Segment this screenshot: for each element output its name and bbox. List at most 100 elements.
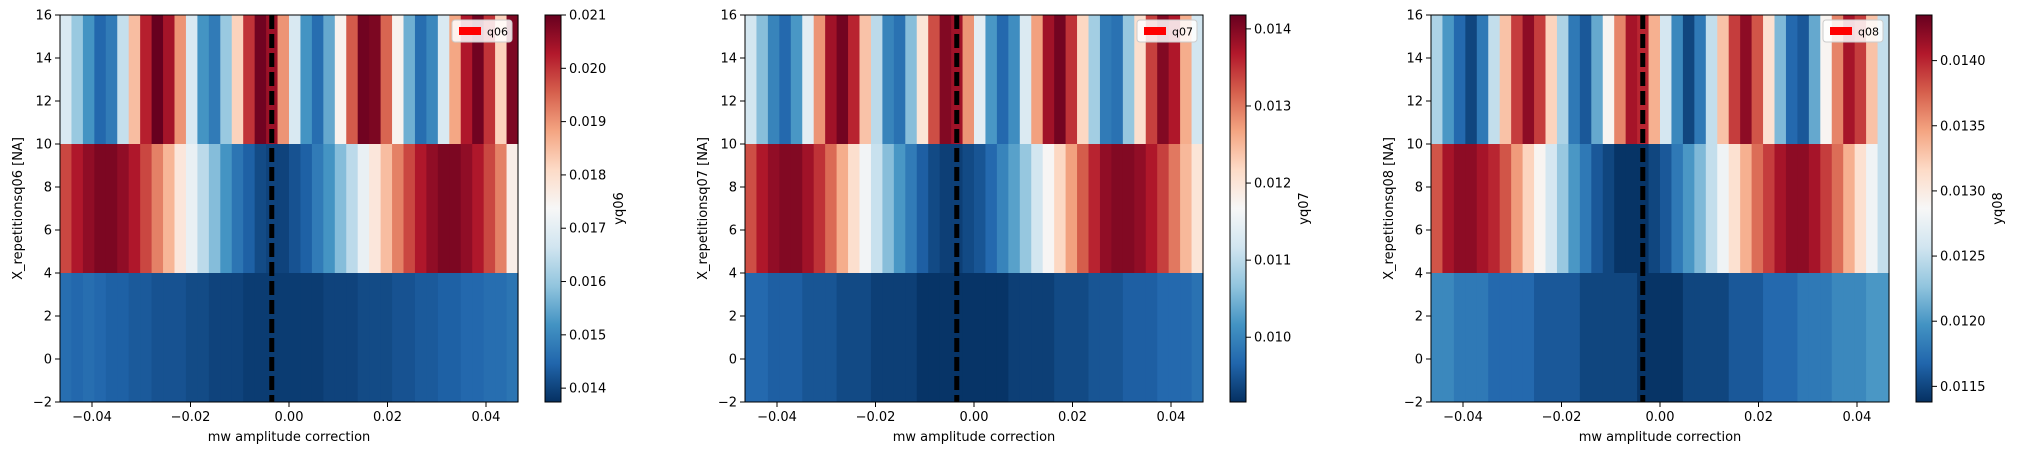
heatmap-cell [1614, 273, 1627, 402]
colorbar-tick-label: 0.016 [569, 275, 606, 290]
heatmap-cell [1866, 144, 1879, 273]
heatmap-cell [346, 273, 359, 402]
y-tick-label: 4 [1415, 267, 1423, 282]
heatmap-cell [779, 144, 792, 273]
heatmap-cell [1511, 144, 1524, 273]
heatmap-cell [756, 15, 769, 144]
heatmap-cell [1488, 273, 1501, 402]
heatmap-cell [426, 15, 439, 144]
heatmap-cells [745, 15, 1204, 402]
heatmap-cell [1808, 144, 1821, 273]
heatmap-cell [128, 15, 141, 144]
heatmap-cell [756, 273, 769, 402]
heatmap-cell [905, 144, 918, 273]
heatmap-cell [1099, 273, 1112, 402]
heatmap-cell [472, 144, 485, 273]
heatmap-cell [346, 15, 359, 144]
heatmap-cell [311, 144, 324, 273]
heatmap-cell [334, 144, 347, 273]
heatmap-cell [1111, 144, 1124, 273]
heatmap-cell [825, 15, 838, 144]
heatmap-cell [1031, 15, 1044, 144]
colorbar-tick-label: 0.014 [1254, 22, 1291, 37]
heatmap-cell [1065, 144, 1078, 273]
heatmap-cell [1191, 273, 1204, 402]
heatmap-cell [300, 144, 313, 273]
heatmap-cell [174, 273, 187, 402]
colorbar-gradient [1229, 14, 1247, 403]
heatmap-cell [1831, 15, 1844, 144]
heatmap-cell [105, 144, 118, 273]
heatmap-cell [289, 273, 302, 402]
colorbar-tick-label: 0.011 [1254, 254, 1291, 269]
heatmap-cell [334, 273, 347, 402]
heatmap-cell [483, 144, 496, 273]
x-tick-label: 0.00 [1646, 410, 1675, 425]
heatmap-cell [1774, 273, 1787, 402]
heatmap-cell [1465, 144, 1478, 273]
heatmap-cell [437, 273, 450, 402]
heatmap-cell [813, 144, 826, 273]
heatmap-cell [790, 273, 803, 402]
heatmap-cell [1088, 273, 1101, 402]
y-tick-label: 16 [35, 9, 52, 24]
heatmap-cell [1008, 273, 1021, 402]
heatmap-cell [1751, 273, 1764, 402]
heatmap-cell [277, 15, 290, 144]
y-tick-label: 14 [1406, 52, 1423, 67]
heatmap-cell [414, 273, 427, 402]
heatmap-cell [1854, 144, 1867, 273]
heatmap-cell [1499, 15, 1512, 144]
colorbar-tick-label: 0.015 [569, 328, 606, 343]
heatmap-cell [105, 273, 118, 402]
legend-swatch [1144, 27, 1166, 35]
heatmap-cell [985, 144, 998, 273]
heatmap-cell [357, 273, 370, 402]
heatmap-cell [1614, 15, 1627, 144]
heatmap-cell [1122, 15, 1135, 144]
heatmap-cell [939, 273, 952, 402]
x-axis-label: mw amplitude correction [208, 430, 371, 445]
heatmap-cell [1671, 15, 1684, 144]
x-tick-label: −0.02 [171, 410, 211, 425]
heatmap-cell [403, 15, 416, 144]
heatmap-cell [1602, 144, 1615, 273]
heatmap-cell [1431, 144, 1444, 273]
y-axis-label: X_repetitionsq06 [NA] [11, 137, 26, 280]
heatmap-cell [882, 144, 895, 273]
heatmap-cell [1134, 15, 1147, 144]
heatmap-cell [1797, 144, 1810, 273]
heatmap-cell [254, 273, 267, 402]
heatmap-cell [151, 15, 164, 144]
heatmap-cell [928, 273, 941, 402]
heatmap-cell [185, 15, 198, 144]
heatmap-cell [985, 15, 998, 144]
colorbar-label: yq08 [1991, 192, 2006, 225]
heatmap-cell [1019, 15, 1032, 144]
heatmap-cell [369, 15, 382, 144]
heatmap-cell [323, 144, 336, 273]
x-tick-label: 0.00 [275, 410, 304, 425]
heatmap-cell [1065, 273, 1078, 402]
heatmap-cell [1682, 15, 1695, 144]
heatmap-cell [426, 273, 439, 402]
y-tick-label: 6 [729, 224, 737, 239]
heatmap-cell [1797, 15, 1810, 144]
y-tick-label: 0 [44, 353, 52, 368]
colorbar-tick-label: 0.0120 [1940, 315, 1986, 330]
heatmap-cell [1145, 144, 1158, 273]
heatmap-cell [1122, 144, 1135, 273]
colorbar-label: yq06 [612, 192, 627, 225]
heatmap-cell [403, 273, 416, 402]
heatmap-cell [1785, 273, 1798, 402]
heatmap-cell [254, 144, 267, 273]
y-tick-label: 12 [35, 95, 52, 110]
heatmap-cell [756, 144, 769, 273]
heatmap-cell [1042, 144, 1055, 273]
y-axis-label: X_repetitionsq07 [NA] [696, 137, 711, 280]
heatmap-cell [962, 15, 975, 144]
colorbar-tick-label: 0.014 [569, 382, 606, 397]
heatmap-cell [380, 144, 393, 273]
heatmap-cell [1660, 144, 1673, 273]
